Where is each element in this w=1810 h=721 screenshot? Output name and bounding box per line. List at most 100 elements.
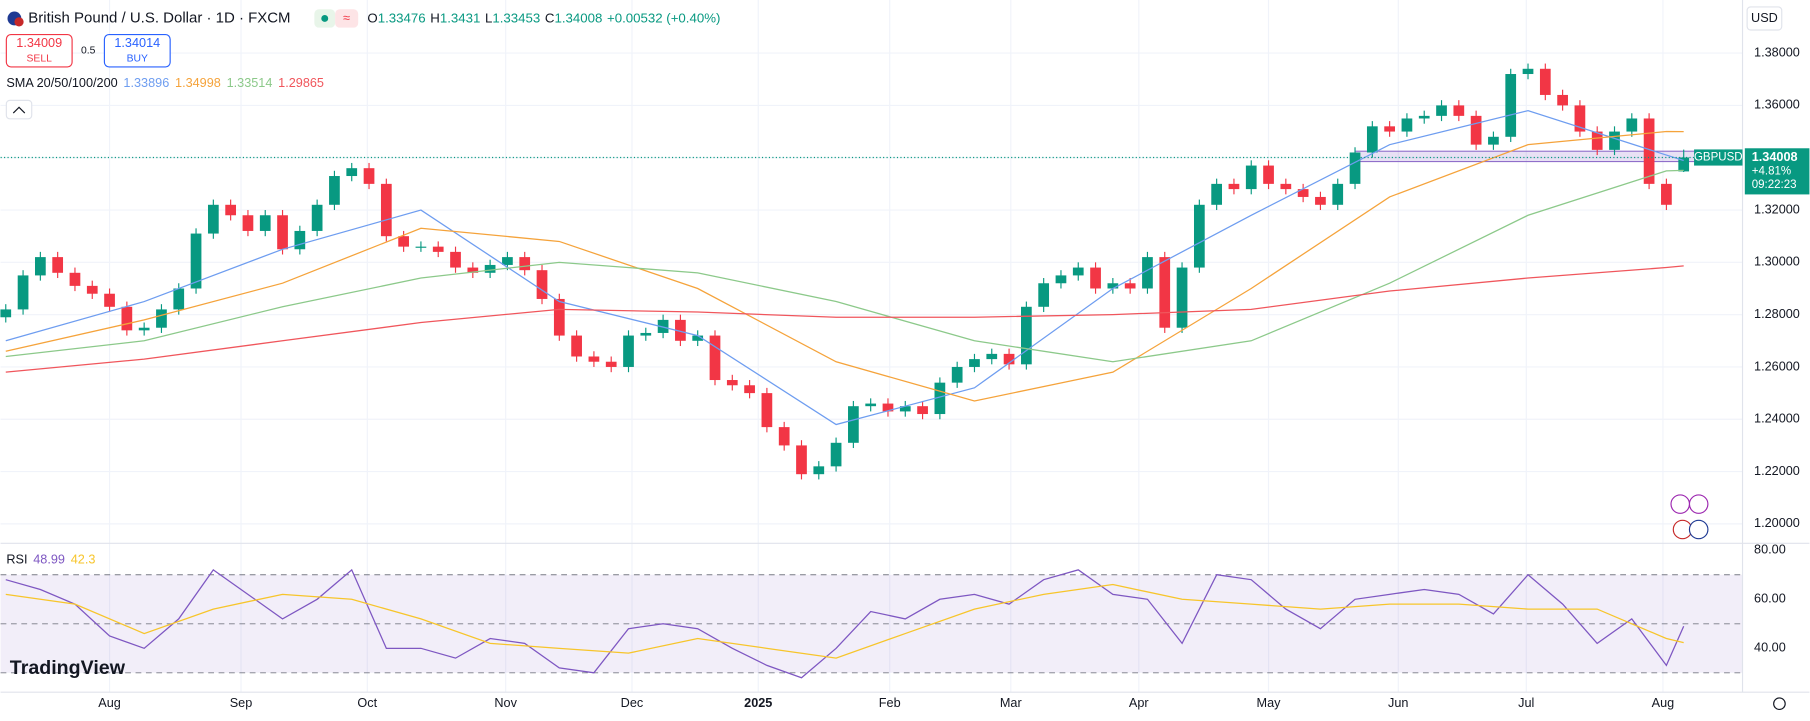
- candle-body: [1090, 267, 1101, 289]
- y-tick-label: 1.38000: [1754, 45, 1800, 59]
- y-tick-label: 1.26000: [1754, 359, 1800, 373]
- sell-price: 1.34009: [16, 36, 62, 50]
- chart-title: British Pound / U.S. Dollar · 1D · FXCM: [28, 9, 290, 26]
- x-tick-label: Mar: [1000, 696, 1023, 710]
- candle-body: [1038, 283, 1050, 307]
- candle-body: [1055, 275, 1067, 284]
- candle-body: [1678, 157, 1690, 172]
- axes-layer: [0, 0, 1810, 693]
- candle-body: [329, 176, 340, 205]
- candle-body: [899, 406, 911, 412]
- currency-button[interactable]: [1746, 6, 1783, 31]
- candle-body: [969, 359, 980, 367]
- candle-body: [363, 168, 375, 184]
- candle-body: [726, 380, 738, 386]
- y-tick-label: 1.20000: [1754, 516, 1800, 530]
- candle-body: [1315, 196, 1326, 205]
- sma20-value: 1.33896: [123, 77, 169, 91]
- currency: USD: [1751, 11, 1778, 25]
- candle-body: [1021, 306, 1032, 365]
- candle-body: [225, 204, 237, 216]
- x-tick-label: Feb: [879, 696, 901, 710]
- candle-body: [1176, 267, 1188, 328]
- candle-body: [35, 257, 46, 276]
- candle-body: [432, 246, 444, 252]
- candle-body: [1193, 204, 1205, 268]
- price-tag-countdown: 09:22:23: [1752, 179, 1797, 191]
- candle-body: [692, 335, 704, 341]
- replay-button[interactable]: [335, 9, 359, 28]
- candle-body: [1159, 257, 1171, 328]
- rsi-band: [0, 574, 1743, 673]
- l-label: L: [485, 10, 492, 25]
- candle-body: [1297, 189, 1309, 197]
- candle-body: [484, 264, 496, 273]
- candle-body: [1609, 131, 1620, 150]
- y-tick-label: 1.36000: [1754, 98, 1800, 112]
- candle-body: [605, 361, 617, 367]
- collapse-icon: [12, 106, 26, 114]
- x-tick-label: May: [1257, 696, 1282, 710]
- sell-button[interactable]: [5, 34, 73, 68]
- candle-body: [346, 168, 358, 177]
- event-icon[interactable]: [1688, 494, 1709, 514]
- settings-icon[interactable]: [1773, 697, 1786, 711]
- candle-body: [1263, 165, 1274, 184]
- candle-body: [294, 230, 306, 250]
- h-label: H: [430, 10, 440, 25]
- event-icon[interactable]: [1670, 494, 1691, 514]
- candle-body: [1453, 105, 1465, 116]
- candle-body: [259, 215, 271, 231]
- buy-price: 1.34014: [114, 36, 160, 50]
- close-value: 1.34008: [554, 10, 602, 25]
- candle-body: [450, 251, 461, 268]
- candle-body: [1643, 118, 1655, 184]
- sma-line: [5, 130, 1684, 402]
- candle-body: [1332, 183, 1344, 205]
- candle-body: [778, 427, 790, 446]
- candle-body: [1280, 183, 1292, 190]
- candle-body: [398, 236, 409, 247]
- flag-icon: [14, 17, 24, 27]
- candle-body: [1626, 118, 1638, 132]
- candle-body: [1228, 183, 1240, 190]
- y-tick-label: 60.00: [1754, 592, 1786, 606]
- candle-body: [675, 319, 686, 341]
- rsi-value: 48.99: [33, 553, 65, 567]
- candle-body: [951, 366, 963, 383]
- candle-body: [813, 466, 825, 475]
- x-tick-label: Apr: [1129, 696, 1149, 710]
- candle-body: [1539, 68, 1551, 95]
- candle-body: [1072, 267, 1084, 276]
- symbol-tag: [1694, 149, 1743, 166]
- event-icon[interactable]: [1688, 519, 1709, 540]
- highlight-zone: [1354, 150, 1711, 163]
- collapse-button[interactable]: [5, 99, 33, 120]
- candle-body: [830, 442, 842, 467]
- sma-line: [5, 109, 1684, 426]
- logo: ⁠TradingView: [10, 657, 126, 679]
- candle-body: [623, 335, 634, 367]
- header: British Pound / U.S. Dollar · 1D · FXCM …: [5, 6, 1786, 711]
- candle-body: [52, 257, 64, 273]
- candle-body: [69, 272, 81, 286]
- buy-button[interactable]: [103, 34, 171, 68]
- x-tick-label: Nov: [494, 696, 517, 710]
- candle-body: [121, 306, 133, 331]
- price-tag-change: +4.81%: [1752, 165, 1791, 177]
- sell-label: SELL: [27, 54, 53, 65]
- candle-body: [1522, 68, 1534, 75]
- candle-body: [519, 257, 531, 271]
- y-tick-label: 1.30000: [1754, 255, 1800, 269]
- candle-body: [138, 327, 150, 331]
- sma50-value: 1.34998: [175, 77, 221, 91]
- rsi-panel: [0, 568, 1743, 679]
- buy-label: BUY: [127, 54, 148, 65]
- candle-body: [1366, 126, 1378, 153]
- candle-body: [173, 288, 185, 310]
- status-dot: [321, 14, 329, 22]
- y-tick-label: 1.32000: [1754, 202, 1800, 216]
- o-label: O: [367, 10, 377, 25]
- open-value: 1.33476: [378, 10, 426, 25]
